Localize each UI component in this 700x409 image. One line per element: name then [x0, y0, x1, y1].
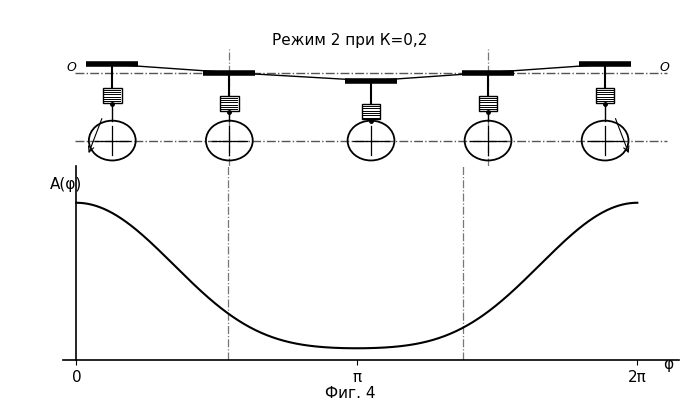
Text: O: O	[660, 61, 670, 74]
Text: O: O	[66, 61, 76, 74]
Bar	[220, 96, 239, 111]
Bar	[479, 96, 497, 111]
Text: φ: φ	[664, 357, 673, 372]
Bar	[596, 88, 615, 103]
Text: Фиг. 4: Фиг. 4	[325, 386, 375, 401]
Text: Режим 2 при К=0,2: Режим 2 при К=0,2	[272, 33, 428, 48]
Bar	[103, 88, 122, 103]
Bar	[362, 104, 380, 119]
Text: A(φ): A(φ)	[50, 177, 82, 191]
